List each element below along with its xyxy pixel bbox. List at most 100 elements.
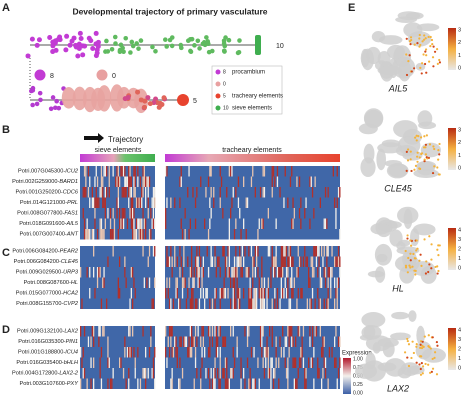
legend-label: sieve elements — [232, 106, 272, 112]
heatmap-cell — [323, 336, 325, 347]
heatmap-cell — [282, 246, 284, 257]
heatmap-cell — [237, 176, 240, 187]
heatmap-cell — [100, 187, 103, 198]
umap-expr — [407, 60, 410, 63]
heatmap-cell — [317, 357, 319, 368]
heatmap-cell — [284, 256, 286, 267]
gene-label: Potri.016G035400-bHLH — [16, 360, 79, 366]
heatmap-cell — [179, 176, 181, 187]
heatmap-cell — [87, 229, 90, 240]
cell-dot — [204, 35, 209, 40]
heatmap-cell — [217, 347, 219, 358]
heatmap-cell — [146, 176, 148, 187]
heatmap-cell — [279, 298, 281, 309]
heatmap-cell — [193, 378, 195, 389]
umap-cluster — [416, 325, 425, 345]
heatmap-cell — [187, 347, 189, 358]
heatmap-cell — [135, 218, 138, 229]
umap-expr — [436, 62, 439, 65]
colorbar-tick: 3 — [458, 237, 461, 243]
umap-expr — [415, 361, 418, 364]
heatmap-cell — [143, 277, 145, 288]
gene-label: Potri.009G029500-URP3 — [16, 270, 79, 276]
heatmap-cell — [236, 277, 238, 288]
heatmap-cell — [222, 208, 224, 219]
heatmap-cell — [82, 187, 84, 198]
heatmap-cell — [98, 326, 100, 337]
heatmap-cell — [222, 368, 224, 379]
heatmap-cell — [165, 166, 167, 177]
heatmap-cell — [283, 197, 285, 208]
heatmap-cell — [115, 176, 117, 187]
heatmap-cell — [334, 298, 336, 309]
heatmap-cell — [232, 298, 234, 309]
heatmap-cell — [214, 357, 216, 368]
heatmap-cell — [170, 326, 172, 337]
umap-expr — [411, 265, 414, 268]
heatmap-cell — [166, 277, 168, 288]
umap-expr — [436, 344, 439, 347]
umap-expr — [428, 346, 431, 349]
heatmap-cell — [193, 277, 195, 288]
heatmap-cell — [138, 218, 140, 229]
heatmap-cell — [148, 347, 151, 358]
heatmap-cell — [142, 166, 144, 177]
heatmap-cell — [90, 336, 92, 347]
umap-expr — [419, 253, 422, 256]
heatmap-cell — [214, 298, 216, 309]
heatmap-cell — [275, 347, 277, 358]
group-bar — [165, 154, 340, 162]
heatmap-cell — [179, 197, 181, 208]
heatmap-cell — [191, 256, 193, 267]
heatmap-cell — [194, 218, 197, 229]
umap-expr — [429, 371, 432, 374]
heatmap-cell — [145, 378, 147, 389]
heatmap-cell — [188, 336, 190, 347]
heatmap-cell — [137, 218, 139, 229]
umap-expr — [425, 156, 428, 159]
heatmap-cell — [145, 176, 147, 187]
umap-expr — [418, 37, 421, 40]
umap-expr — [428, 143, 432, 146]
cell-dot — [63, 47, 69, 53]
heatmap-cell — [228, 378, 230, 389]
gene-label: Potri.007G007400-ANT — [20, 232, 79, 238]
heatmap-cell — [310, 256, 312, 267]
umap-expr — [406, 337, 409, 341]
heatmap-cell — [166, 357, 168, 368]
umap-expr — [438, 58, 441, 62]
umap-expr — [430, 38, 434, 42]
legend-dot — [215, 81, 221, 87]
heatmap-cell — [198, 246, 201, 257]
heatmap-cell — [102, 187, 104, 198]
gene-id: Potri.009G029500- — [16, 270, 63, 276]
heatmap-cell — [244, 326, 246, 337]
umap-expr — [418, 45, 421, 48]
heatmap-cell — [154, 197, 156, 208]
heatmap-cell — [83, 187, 86, 198]
umap-expr — [432, 145, 435, 148]
umap-expr — [412, 351, 415, 355]
heatmap-cell — [231, 368, 233, 379]
heatmap-cell — [259, 288, 262, 299]
heatmap-cell — [228, 229, 230, 240]
heatmap-cell — [129, 326, 131, 337]
heatmap-bg — [80, 357, 155, 368]
heatmap-cell — [279, 267, 281, 278]
heatmap-cell — [145, 187, 147, 198]
heatmap-cell — [119, 357, 121, 368]
umap-cluster — [415, 341, 432, 360]
umap-expr — [413, 67, 416, 70]
colorbar-tick: 0 — [458, 65, 461, 71]
heatmap-cell — [289, 326, 292, 337]
heatmap-cell — [267, 357, 269, 368]
heatmap-cell — [298, 357, 301, 368]
heatmap-cell — [130, 347, 132, 358]
cell-bar — [255, 35, 261, 55]
heatmap-cell — [219, 347, 221, 358]
heatmap-cell — [261, 218, 263, 229]
heatmap-bg — [165, 347, 340, 358]
umap-expr — [425, 134, 428, 137]
umap-expr — [427, 334, 430, 337]
heatmap-cell — [89, 197, 91, 208]
